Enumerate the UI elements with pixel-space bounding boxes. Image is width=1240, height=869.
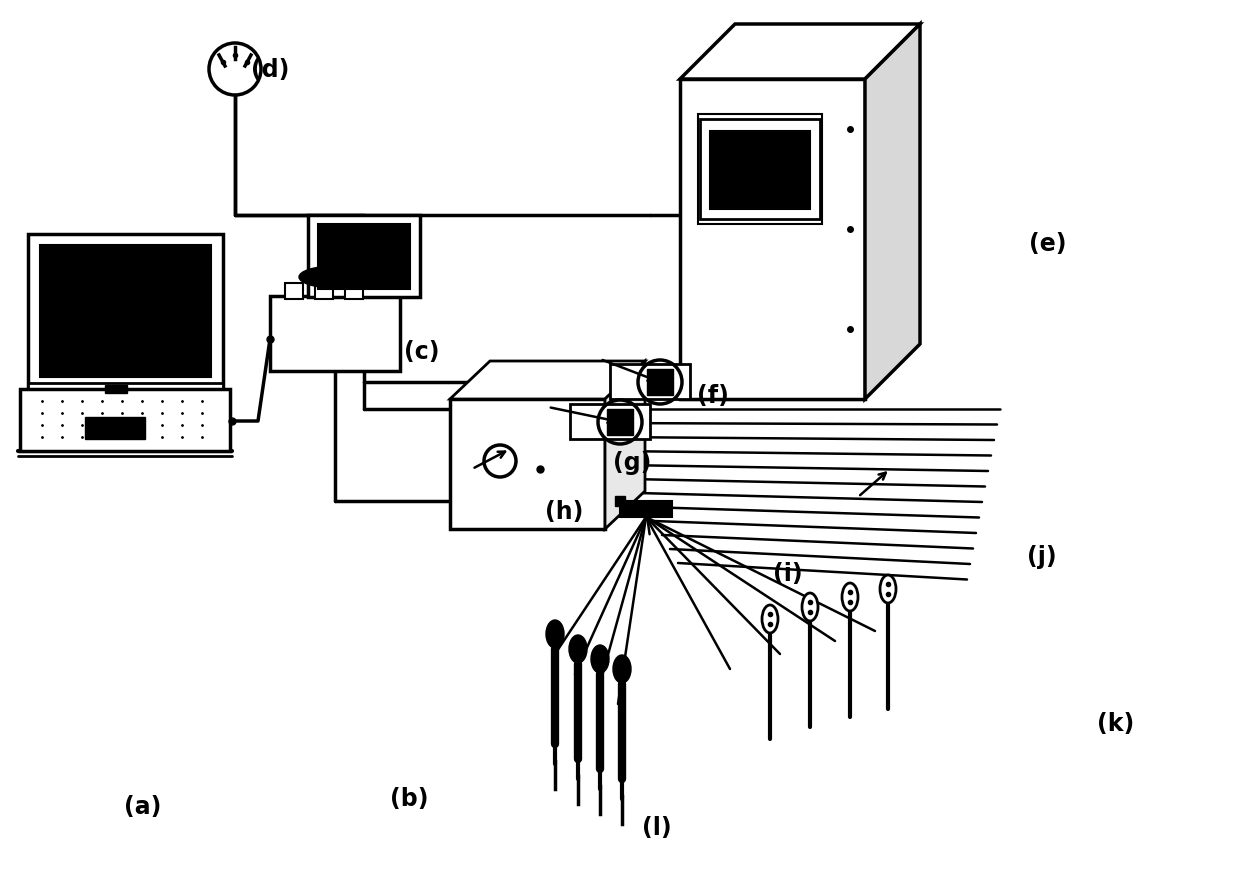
Text: (e): (e) [1029, 231, 1066, 255]
Ellipse shape [880, 575, 897, 603]
Text: (g): (g) [614, 450, 651, 474]
Bar [270, 296, 401, 372]
Text: (j): (j) [1027, 544, 1056, 568]
Bar [20, 389, 229, 452]
Polygon shape [450, 362, 645, 400]
Ellipse shape [802, 594, 818, 621]
Bar [620, 501, 672, 517]
Bar [285, 283, 303, 300]
Bar [450, 400, 605, 529]
Ellipse shape [591, 646, 609, 673]
Bar [711, 132, 810, 209]
Text: (d): (d) [252, 57, 289, 82]
Bar [105, 386, 126, 394]
Text: (a): (a) [124, 794, 161, 819]
Text: (k): (k) [1097, 711, 1135, 735]
Bar [345, 283, 363, 300]
Bar [86, 417, 145, 440]
Bar [608, 409, 632, 435]
Bar [647, 369, 673, 395]
Polygon shape [680, 25, 920, 80]
Text: (c): (c) [404, 340, 439, 364]
Bar [701, 120, 820, 220]
Bar [680, 80, 866, 400]
Text: (i): (i) [773, 561, 802, 586]
Bar [610, 365, 689, 400]
Bar [698, 115, 822, 225]
Ellipse shape [546, 620, 564, 648]
Text: (h): (h) [546, 499, 583, 523]
Bar [40, 246, 211, 377]
Bar [29, 383, 223, 394]
Ellipse shape [299, 267, 371, 289]
Polygon shape [605, 362, 645, 529]
Ellipse shape [763, 606, 777, 634]
Ellipse shape [842, 583, 858, 611]
Polygon shape [866, 25, 920, 400]
Ellipse shape [613, 655, 631, 683]
Bar [315, 283, 334, 300]
Bar [317, 225, 410, 289]
Text: (f): (f) [697, 383, 729, 408]
Ellipse shape [569, 635, 587, 663]
Bar [29, 235, 223, 389]
Text: (l): (l) [642, 815, 672, 839]
Bar [570, 405, 650, 440]
Text: (b): (b) [389, 786, 429, 810]
Bar [308, 216, 420, 298]
